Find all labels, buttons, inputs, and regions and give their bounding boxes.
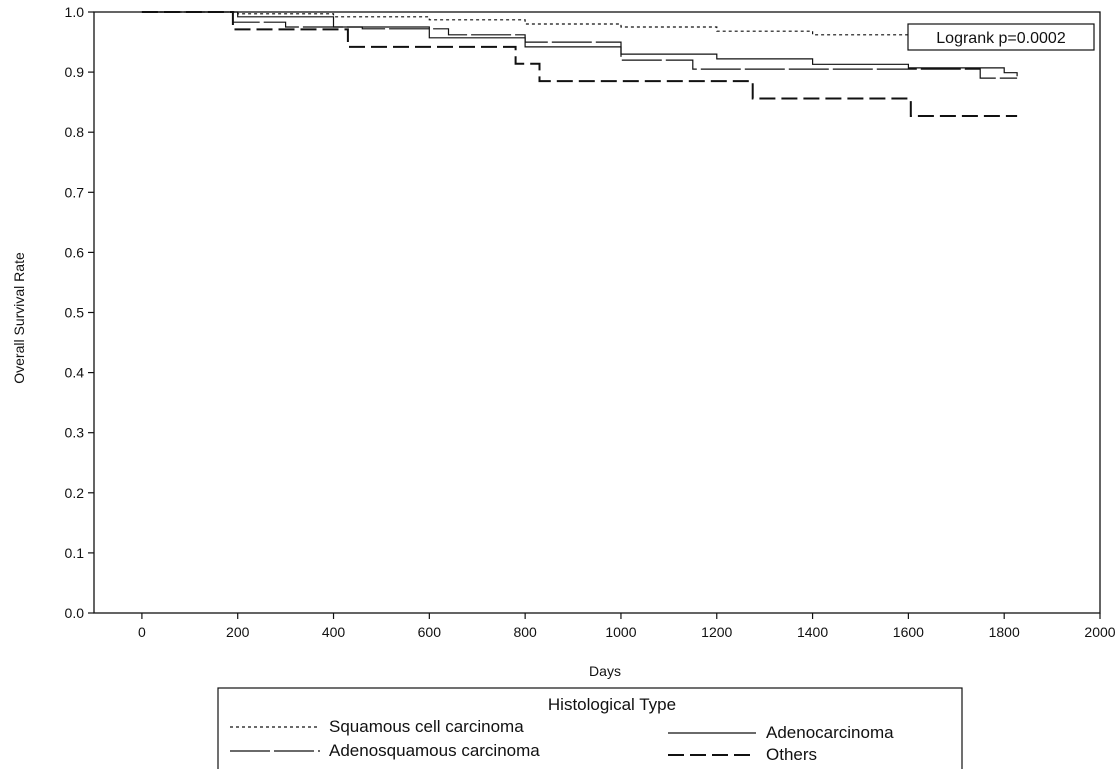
legend-label-squamous: Squamous cell carcinoma: [329, 717, 524, 736]
x-tick-label: 400: [322, 624, 346, 640]
x-tick-label: 0: [138, 624, 146, 640]
legend-label-adenosquamous: Adenosquamous carcinoma: [329, 741, 540, 760]
x-tick-label: 2000: [1084, 624, 1115, 640]
legend-label-others: Others: [766, 745, 817, 764]
y-tick-label: 0.8: [65, 124, 85, 140]
legend-title: Histological Type: [548, 695, 676, 714]
series-curve-2: [141, 11, 1018, 79]
survival-curves: [141, 11, 1018, 117]
x-axis-title: Days: [589, 663, 621, 679]
y-axis: 0.0 0.1 0.2 0.3 0.4 0.5 0.6 0.7 0.8 0.9 1.0: [65, 4, 94, 621]
y-axis-title: Overall Survival Rate: [11, 252, 27, 384]
y-tick-label: 0.6: [65, 244, 85, 260]
x-tick-label: 800: [513, 624, 537, 640]
x-tick-label: 200: [226, 624, 250, 640]
annotation-text: Logrank p=0.0002: [936, 30, 1066, 47]
x-tick-label: 1800: [989, 624, 1020, 640]
y-tick-label: 0.1: [65, 545, 85, 561]
x-axis: 0 200 400 600 800 1000 1200 1400 1600 1800 2000: [138, 613, 1116, 640]
y-tick-label: 1.0: [65, 4, 85, 20]
y-tick-label: 0.0: [65, 605, 85, 621]
y-tick-label: 0.3: [65, 425, 85, 441]
y-tick-label: 0.2: [65, 485, 85, 501]
plot-frame: [93, 11, 1101, 614]
legend-frame: [217, 687, 963, 769]
y-tick-label: 0.7: [65, 184, 85, 200]
x-tick-label: 1600: [893, 624, 924, 640]
logrank-annotation: Logrank p=0.0002: [907, 23, 1095, 51]
legend: Histological Type Squamous cell carcinom…: [217, 687, 963, 769]
x-tick-label: 1000: [605, 624, 636, 640]
y-tick-label: 0.5: [65, 305, 85, 321]
y-tick-label: 0.4: [65, 365, 85, 381]
annotation-box: [907, 23, 1095, 51]
y-tick-label: 0.9: [65, 64, 85, 80]
x-tick-label: 1400: [797, 624, 828, 640]
legend-label-adenocarcinoma: Adenocarcinoma: [766, 723, 894, 742]
x-tick-label: 1200: [701, 624, 732, 640]
x-tick-label: 600: [418, 624, 442, 640]
series-curve-3: [141, 11, 1018, 117]
